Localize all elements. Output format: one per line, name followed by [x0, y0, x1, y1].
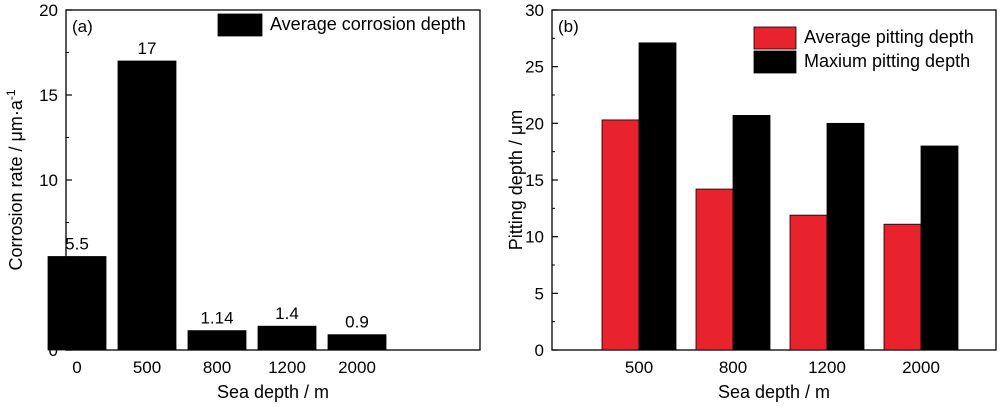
panel-b-bar — [789, 214, 828, 351]
panel-a-xtick-label: 500 — [133, 358, 161, 377]
panel-a-ylabel: Corrosion rate / μm·a-1 — [4, 89, 26, 270]
panel-b-ylabel-text: Pitting depth / μm — [506, 110, 526, 250]
panel-b-ytick-label: 25 — [525, 58, 544, 77]
panel-b-bar — [920, 145, 959, 351]
panel-b-xtick-label: 2000 — [902, 358, 940, 377]
panel-b-bar — [638, 42, 677, 351]
panel-a-data-label: 17 — [138, 39, 157, 58]
panel-a-data-label: 1.4 — [275, 304, 299, 323]
panel-a-ytick-label: 10 — [39, 171, 58, 190]
panel-a-xlabel: Sea depth / m — [217, 382, 329, 402]
panel-b-xlabel: Sea depth / m — [718, 382, 830, 402]
panel-b-legend-swatch — [753, 50, 797, 74]
panel-a-ytick-label: 0 — [49, 341, 58, 360]
panel-b-legend-label: Average pitting depth — [804, 27, 974, 47]
panel-a-bar — [327, 334, 387, 351]
panel-b-ytick-label: 10 — [525, 228, 544, 247]
panel-a-xtick-label: 800 — [203, 358, 231, 377]
panel-b-bar — [883, 223, 922, 351]
panel-b-ytick-label: 0 — [535, 341, 544, 360]
panel-a-ytick-label: 20 — [39, 1, 58, 20]
panel-a-data-label: 0.9 — [345, 313, 369, 332]
panel-b-ylabel: Pitting depth / μm — [506, 110, 526, 250]
panel-a-label: (a) — [72, 17, 93, 36]
panel-b-ytick-label: 15 — [525, 171, 544, 190]
panel-b-label: (b) — [558, 17, 579, 36]
panel-b-ytick-label: 5 — [535, 284, 544, 303]
panel-b-bar — [732, 115, 771, 351]
panel-b-ytick-label: 20 — [525, 114, 544, 133]
panel-a-legend-label: Average corrosion depth — [270, 14, 466, 34]
panel-a-bar — [117, 60, 177, 351]
panel-a-xtick-label: 1200 — [268, 358, 306, 377]
panel-a-xtick-label: 2000 — [338, 358, 376, 377]
panel-b-ytick-label: 30 — [525, 1, 544, 20]
panel-a-bar — [257, 325, 317, 351]
panel-b-bar — [695, 188, 734, 351]
panel-a-bar — [47, 256, 107, 351]
panel-b-legend-swatch — [753, 26, 797, 50]
panel-b-xtick-label: 500 — [625, 358, 653, 377]
panel-a-bar — [187, 330, 247, 351]
panel-b-xtick-label: 800 — [719, 358, 747, 377]
panel-a-legend-swatch — [217, 13, 263, 37]
panel-b-legend-label: Maxium pitting depth — [804, 51, 970, 71]
panel-a-ytick-label: 15 — [39, 86, 58, 105]
panel-a-ylabel-text: Corrosion rate / μm·a — [6, 99, 26, 270]
panel-a-ylabel-superscript: -1 — [4, 89, 18, 100]
panel-a-data-label: 5.5 — [65, 235, 89, 254]
panel-a-xtick-label: 0 — [72, 358, 81, 377]
panel-b-bar — [826, 122, 865, 351]
panel-a-data-label: 1.14 — [200, 309, 233, 328]
panel-b-xtick-label: 1200 — [808, 358, 846, 377]
panel-b-bar — [601, 119, 640, 351]
